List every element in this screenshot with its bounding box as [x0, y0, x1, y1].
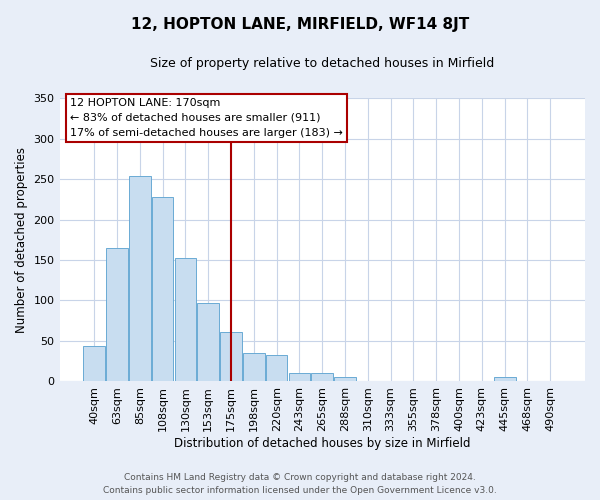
Text: 12, HOPTON LANE, MIRFIELD, WF14 8JT: 12, HOPTON LANE, MIRFIELD, WF14 8JT — [131, 18, 469, 32]
Text: 12 HOPTON LANE: 170sqm
← 83% of detached houses are smaller (911)
17% of semi-de: 12 HOPTON LANE: 170sqm ← 83% of detached… — [70, 98, 343, 138]
Bar — [448, 380, 470, 382]
Bar — [517, 380, 538, 382]
Bar — [539, 380, 561, 382]
Bar — [129, 176, 151, 382]
Bar — [311, 374, 333, 382]
Bar — [494, 378, 515, 382]
Bar — [83, 346, 105, 382]
Bar — [334, 378, 356, 382]
Bar — [197, 303, 219, 382]
Bar — [289, 372, 310, 382]
Y-axis label: Number of detached properties: Number of detached properties — [15, 147, 28, 333]
Bar — [175, 258, 196, 382]
Bar — [357, 380, 379, 382]
Text: Contains HM Land Registry data © Crown copyright and database right 2024.
Contai: Contains HM Land Registry data © Crown c… — [103, 473, 497, 495]
Bar — [152, 197, 173, 382]
Bar — [106, 248, 128, 382]
Bar — [266, 354, 287, 382]
Bar — [220, 332, 242, 382]
Title: Size of property relative to detached houses in Mirfield: Size of property relative to detached ho… — [150, 58, 494, 70]
Bar — [243, 353, 265, 382]
Bar — [380, 380, 401, 382]
X-axis label: Distribution of detached houses by size in Mirfield: Distribution of detached houses by size … — [174, 437, 470, 450]
